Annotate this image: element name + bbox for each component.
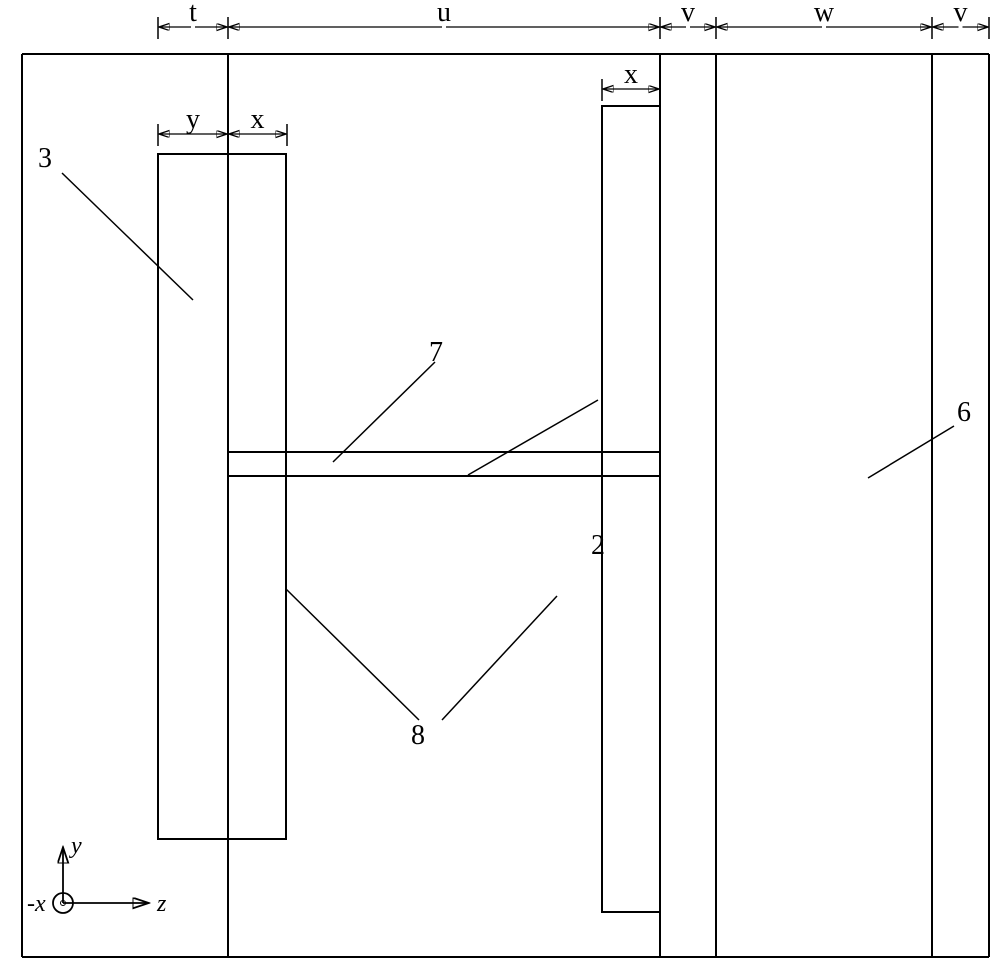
dim-label: v <box>954 0 968 28</box>
engineering-diagram: t u v w v y x x 3 7 2 6 8 y z -x <box>0 0 1000 965</box>
right_pillar <box>602 106 660 912</box>
svg-text:x: x <box>251 104 265 135</box>
crossbar <box>228 452 660 476</box>
callout-6: 6 <box>957 397 971 428</box>
callout-line <box>868 426 954 478</box>
svg-text:y: y <box>186 104 200 135</box>
callout-line <box>62 173 193 300</box>
svg-text:y: y <box>69 833 82 859</box>
dim-label: w <box>814 0 835 28</box>
svg-text:x: x <box>624 59 638 90</box>
dim-label: v <box>681 0 695 28</box>
dim-label: u <box>437 0 451 28</box>
callout-2: 2 <box>591 530 605 561</box>
callout-7: 7 <box>429 337 443 368</box>
callout-line <box>333 362 435 462</box>
svg-text:-x: -x <box>27 891 46 917</box>
left_pillar <box>158 154 286 839</box>
callout-3: 3 <box>38 143 52 174</box>
dim-label: t <box>189 0 197 28</box>
svg-text:z: z <box>156 891 167 917</box>
callout-8: 8 <box>411 720 425 751</box>
callout-line <box>468 400 598 475</box>
